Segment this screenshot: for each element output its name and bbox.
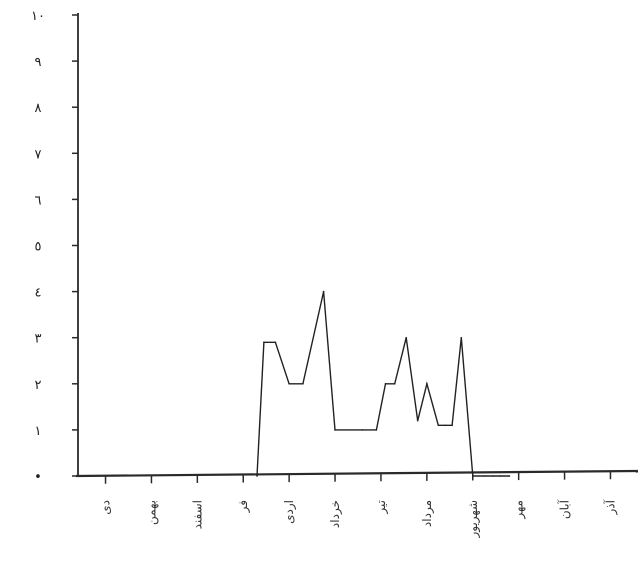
y-tick-label: ٨ (35, 101, 42, 116)
y-tick-label: • (34, 470, 42, 485)
y-tick-label: ٦ (35, 193, 42, 208)
y-tick-label: ١٠ (31, 9, 45, 24)
y-tick-label: ١ (35, 424, 42, 439)
x-tick-label-6: خرداد (328, 500, 343, 528)
x-tick-label-1: دی (99, 500, 113, 515)
y-tick-label: ٢ (35, 378, 42, 393)
series-line (256, 291, 510, 477)
x-axis-line (75, 469, 639, 478)
data-point (471, 475, 474, 477)
data-point (288, 383, 290, 385)
y-tick-label: ٥ (35, 240, 42, 255)
data-point (499, 475, 502, 477)
x-tick-label-11: آبان (557, 499, 572, 519)
data-point (361, 429, 364, 431)
y-axis-ticks: • ١ ٢ ٣ ٤ ٥ ٦ ٧ ٨ ٩ ١٠ (31, 9, 78, 485)
data-point (405, 336, 407, 339)
data-point (263, 341, 265, 344)
y-tick-label: ٤ (35, 286, 42, 301)
x-tick-label-8: مرداد (420, 500, 435, 527)
data-point (384, 383, 387, 385)
x-tick-label-7: تیر (374, 500, 389, 515)
data-point (460, 336, 463, 339)
y-tick-label: ٣ (35, 332, 42, 347)
data-point (256, 475, 258, 477)
y-tick-label: ٧ (35, 147, 42, 162)
data-point (375, 429, 378, 431)
data-point (426, 383, 428, 385)
data-point (334, 429, 336, 431)
plot-area (256, 290, 511, 477)
data-point (302, 383, 304, 385)
data-point (416, 419, 419, 422)
x-axis-ticks: دی بهمن اسفند فر اردی خرداد تیر مرداد شهریور مهر آ… (99, 471, 618, 539)
x-tick-label-3: اسفند (190, 500, 204, 529)
data-point (451, 424, 453, 427)
x-tick-label-9: شهریور (466, 500, 481, 539)
data-point (508, 475, 511, 477)
x-tick-label-12: آذر (602, 499, 618, 515)
data-point (322, 290, 325, 293)
x-tick-label-4: فر (236, 500, 251, 513)
data-point (492, 475, 495, 477)
data-point (437, 424, 440, 427)
data-point (444, 424, 447, 427)
x-tick-label-10: مهر (512, 500, 527, 520)
y-tick-label: ٩ (35, 55, 42, 70)
axes (75, 13, 639, 478)
x-tick-label-5: اردی (282, 500, 297, 524)
data-point (393, 383, 396, 385)
data-point (483, 475, 486, 477)
data-point (274, 341, 277, 344)
x-tick-label-2: بهمن (144, 500, 159, 525)
